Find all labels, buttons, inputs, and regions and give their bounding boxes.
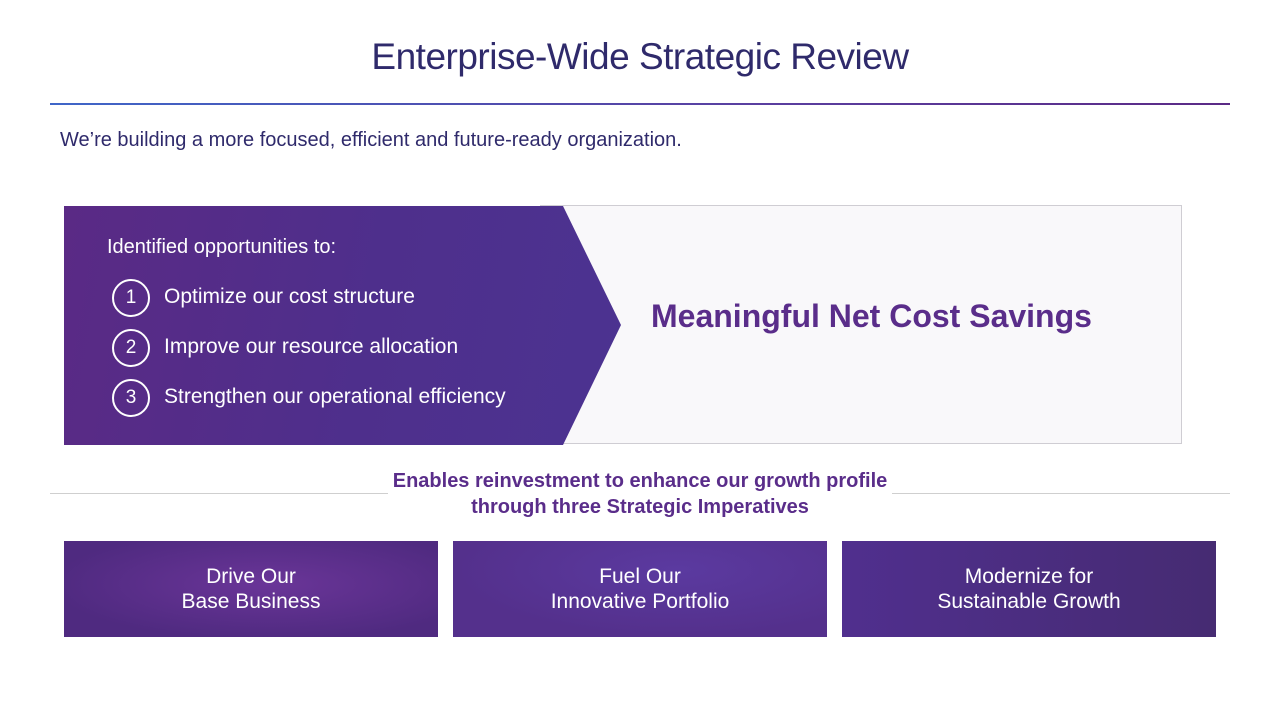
page-title: Enterprise-Wide Strategic Review — [371, 36, 909, 77]
number-circle-icon: 2 — [112, 329, 150, 367]
savings-label: Meaningful Net Cost Savings — [651, 298, 1092, 334]
opportunities-chevron — [64, 206, 621, 445]
imperative-card-2: Fuel Our Innovative Portfolio — [453, 541, 827, 637]
divider-right — [892, 493, 1230, 494]
imperative-card-1: Drive Our Base Business — [64, 541, 438, 637]
opportunity-label: Strengthen our operational efficiency — [164, 385, 506, 408]
divider-left — [50, 493, 388, 494]
number-circle-icon: 1 — [112, 279, 150, 317]
imperative-card-3: Modernize for Sustainable Growth — [842, 541, 1216, 637]
enables-statement: Enables reinvestment to enhance our grow… — [392, 470, 888, 518]
number-circle-icon: 3 — [112, 379, 150, 417]
opportunity-label: Optimize our cost structure — [164, 285, 415, 308]
imperative-label: Modernize for Sustainable Growth — [937, 565, 1121, 613]
imperative-label: Drive Our Base Business — [181, 565, 321, 613]
opportunity-label: Improve our resource allocation — [164, 335, 459, 358]
imperative-label: Fuel Our Innovative Portfolio — [550, 565, 730, 613]
title-divider — [50, 103, 1230, 105]
savings-panel — [540, 205, 1182, 444]
opportunities-heading: Identified opportunities to: — [107, 236, 337, 258]
page-subtitle: We’re building a more focused, efficient… — [60, 129, 682, 151]
